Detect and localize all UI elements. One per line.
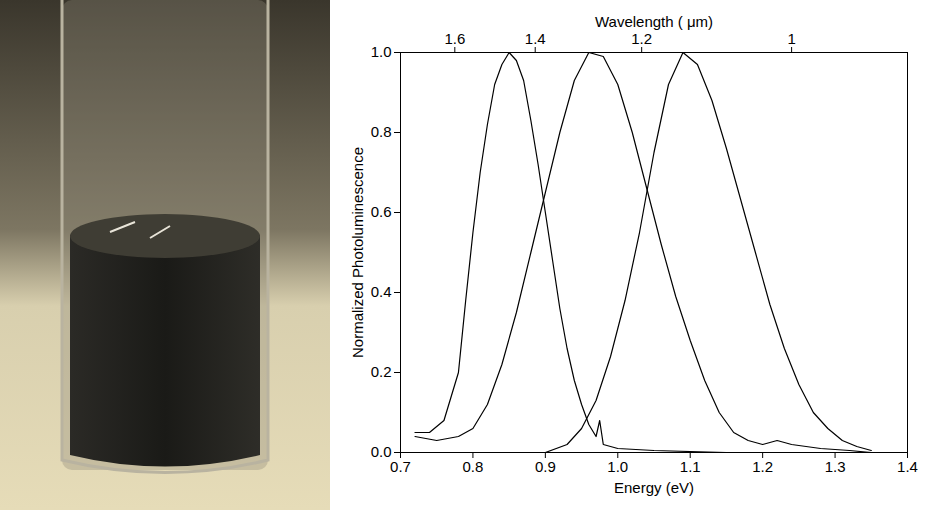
svg-text:0.7: 0.7 (390, 458, 411, 475)
svg-text:0.0: 0.0 (371, 443, 392, 460)
svg-text:0.6: 0.6 (371, 203, 392, 220)
svg-text:Wavelength ( μm): Wavelength ( μm) (595, 13, 713, 30)
svg-text:0.9: 0.9 (535, 458, 556, 475)
svg-text:1.0: 1.0 (607, 458, 628, 475)
svg-text:1.4: 1.4 (525, 30, 546, 47)
svg-text:1.2: 1.2 (752, 458, 773, 475)
svg-text:1.4: 1.4 (897, 458, 918, 475)
svg-text:0.8: 0.8 (462, 458, 483, 475)
svg-text:0.8: 0.8 (371, 123, 392, 140)
svg-text:0.2: 0.2 (371, 363, 392, 380)
svg-text:Normalized Photoluminescence: Normalized Photoluminescence (349, 147, 366, 358)
svg-text:1.6: 1.6 (444, 30, 465, 47)
svg-text:1: 1 (787, 30, 795, 47)
svg-text:0.4: 0.4 (371, 283, 392, 300)
svg-text:1.3: 1.3 (825, 458, 846, 475)
svg-text:Energy (eV): Energy (eV) (614, 479, 694, 496)
svg-text:1.2: 1.2 (631, 30, 652, 47)
svg-text:1.0: 1.0 (371, 43, 392, 60)
svg-text:1.1: 1.1 (680, 458, 701, 475)
